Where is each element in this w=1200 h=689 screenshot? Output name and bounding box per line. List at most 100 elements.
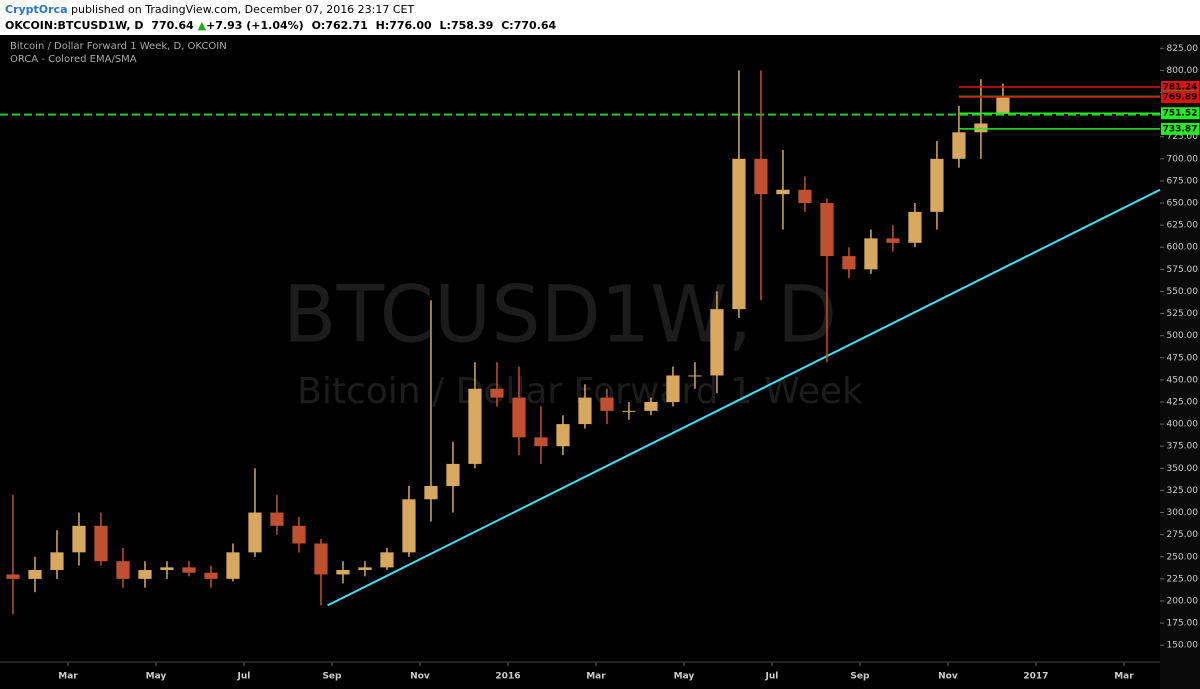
candle-body <box>424 486 438 500</box>
x-tick-label: 2017 <box>1023 672 1048 682</box>
candle-body <box>996 96 1010 113</box>
y-tick-label: 675.00 <box>1167 176 1199 186</box>
y-tick-label: 450.00 <box>1167 375 1199 385</box>
candle-body <box>556 424 570 447</box>
candle-body <box>952 132 966 159</box>
watermark: BTCUSD1W, D <box>283 270 837 360</box>
o: 762.71 <box>325 19 368 32</box>
candle-body <box>116 561 130 579</box>
candle-body <box>182 567 196 573</box>
candle-body <box>842 256 856 270</box>
y-tick-label: 825.00 <box>1167 44 1199 54</box>
y-tick-label: 525.00 <box>1167 309 1199 319</box>
x-tick-label: Sep <box>850 672 870 682</box>
candle-body <box>226 552 240 579</box>
y-tick-label: 300.00 <box>1167 508 1199 518</box>
price-label-bg <box>1161 91 1199 104</box>
candle-body <box>314 543 328 575</box>
candle-body <box>358 567 372 571</box>
x-tick-label: 2016 <box>495 672 520 682</box>
candle-body <box>512 397 526 438</box>
y-tick-label: 700.00 <box>1167 154 1199 164</box>
candle-body <box>50 552 64 571</box>
symbol-line: OKCOIN:BTCUSD1W, D 770.64 ▲+7.93 (+1.04%… <box>5 19 556 32</box>
arrow: ▲ <box>197 19 207 32</box>
published: published on TradingView.com, December 0… <box>71 3 415 16</box>
h-label: H: <box>375 19 390 32</box>
candle-body <box>820 203 834 257</box>
y-tick-label: 350.00 <box>1167 464 1199 474</box>
y-tick-label: 425.00 <box>1167 398 1199 408</box>
y-tick-label: 375.00 <box>1167 442 1199 452</box>
candle-body <box>974 123 988 133</box>
x-tick-label: Mar <box>1114 672 1134 682</box>
c: 770.64 <box>513 19 557 32</box>
x-tick-label: Mar <box>586 672 606 682</box>
o-label: O: <box>311 19 326 32</box>
chart: BTCUSD1W, D Bitcoin / Dollar Forward 1 W… <box>0 35 1200 689</box>
candle-body <box>402 499 416 553</box>
candle-body <box>578 397 592 425</box>
y-tick-label: 800.00 <box>1167 66 1199 76</box>
y-tick-label: 625.00 <box>1167 221 1199 231</box>
candle-body <box>600 397 614 411</box>
price-label-bg <box>1161 107 1199 120</box>
candle-body <box>248 512 262 553</box>
candle-body <box>644 402 658 411</box>
last: 770.64 <box>151 19 194 32</box>
price-label: 769.89 <box>1163 93 1198 103</box>
candle-body <box>94 525 108 562</box>
publish-line: CryptOrca published on TradingView.com, … <box>5 3 414 16</box>
x-tick-label: Jul <box>765 672 779 682</box>
price-label-bg <box>1161 122 1199 135</box>
price-label: 751.52 <box>1163 109 1198 119</box>
candle-body <box>336 570 350 575</box>
candle-body <box>160 567 174 571</box>
price-label-bg <box>1161 80 1199 93</box>
change: +7.93 (+1.04%) <box>206 19 304 32</box>
y-tick-label: 150.00 <box>1167 641 1199 651</box>
y-tick-label: 500.00 <box>1167 331 1199 341</box>
y-tick-label: 725.00 <box>1167 132 1199 142</box>
candle-body <box>864 238 878 270</box>
candle-body <box>72 525 86 553</box>
y-tick-label: 325.00 <box>1167 486 1199 496</box>
header: CryptOrca published on TradingView.com, … <box>0 0 1200 35</box>
publisher[interactable]: CryptOrca <box>5 3 68 16</box>
candle-body <box>380 552 394 568</box>
price-label: 781.24 <box>1163 82 1198 92</box>
y-tick-label: 475.00 <box>1167 353 1199 363</box>
candle-body <box>776 189 790 195</box>
candle-body <box>204 572 218 579</box>
h: 776.00 <box>389 19 432 32</box>
candle-body <box>930 158 944 212</box>
candle-body <box>28 570 42 579</box>
y-tick-label: 250.00 <box>1167 552 1199 562</box>
x-tick-label: Nov <box>410 672 430 682</box>
candle-body <box>666 375 680 403</box>
x-tick-label: Jul <box>237 672 251 682</box>
y-tick-label: 275.00 <box>1167 530 1199 540</box>
candle-body <box>270 512 284 526</box>
indicator: ORCA - Colored EMA/SMA <box>10 54 137 65</box>
candle-body <box>446 463 460 487</box>
y-tick-label: 600.00 <box>1167 243 1199 253</box>
y-tick-label: 225.00 <box>1167 574 1199 584</box>
price-label: 733.87 <box>1163 124 1198 134</box>
x-tick-label: May <box>674 672 695 682</box>
candle-body <box>688 375 702 377</box>
candle-body <box>534 437 548 447</box>
candle-body <box>622 410 636 412</box>
y-tick-label: 200.00 <box>1167 596 1199 606</box>
x-tick-label: Nov <box>938 672 958 682</box>
candle-body <box>754 158 768 195</box>
y-tick-label: 175.00 <box>1167 619 1199 629</box>
candle-body <box>468 388 482 464</box>
candle-body <box>490 388 504 398</box>
candle-body <box>908 211 922 243</box>
candle-body <box>6 574 20 579</box>
l-label: L: <box>439 19 451 32</box>
x-tick-label: Sep <box>322 672 342 682</box>
candle-body <box>710 309 724 376</box>
